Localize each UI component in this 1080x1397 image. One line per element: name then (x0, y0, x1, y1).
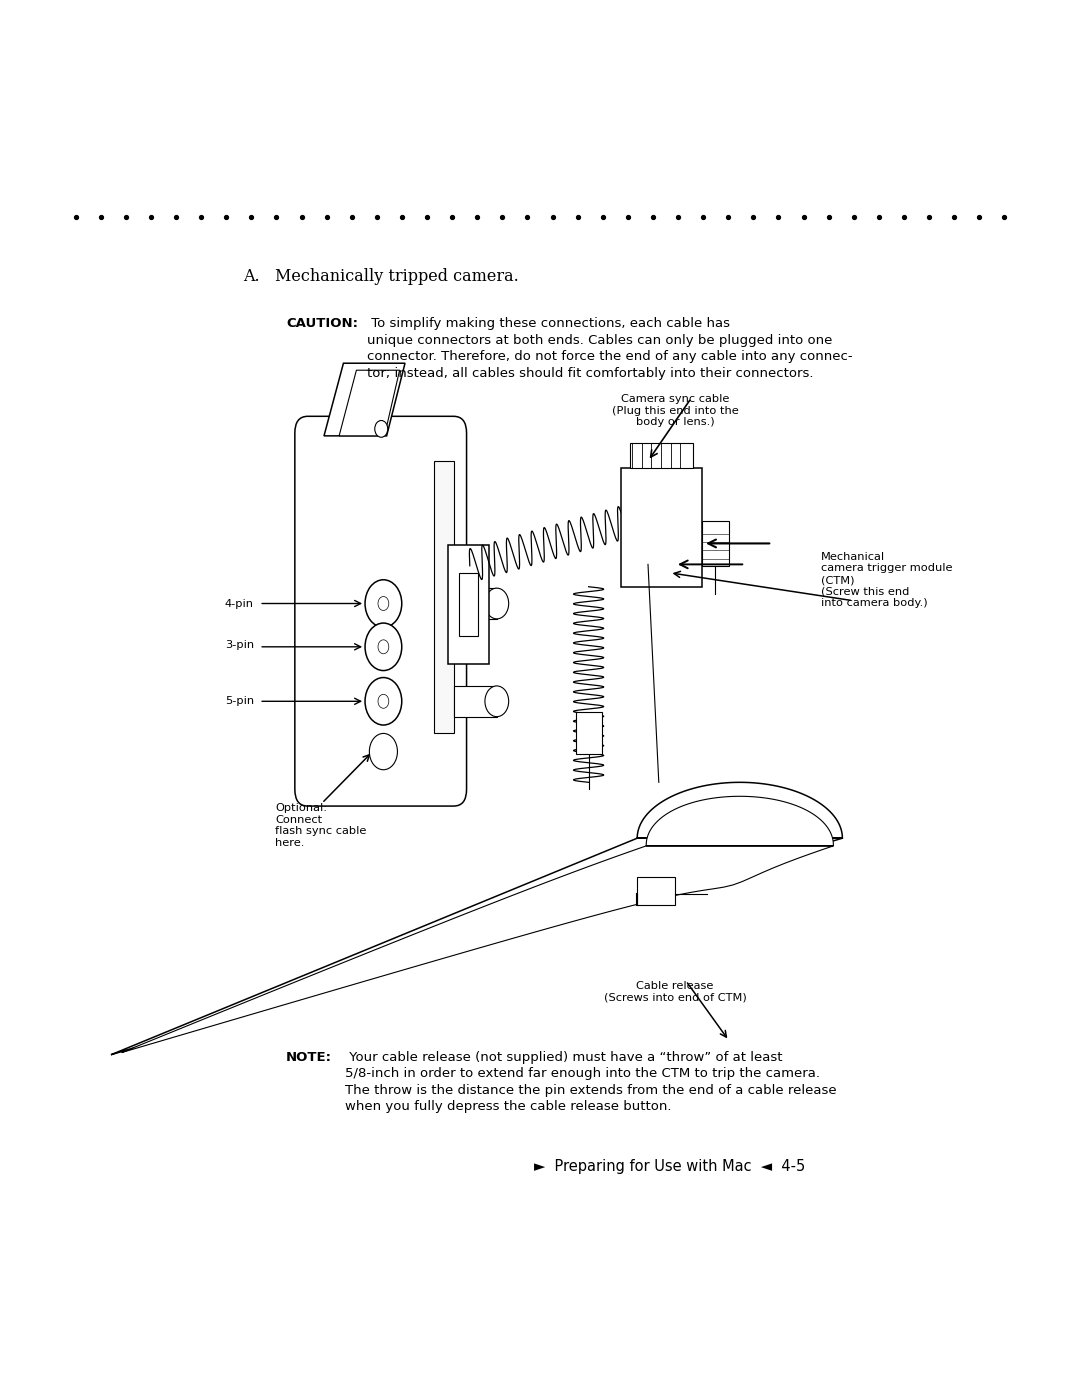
Bar (621, 468, 702, 587)
Text: CAUTION:: CAUTION: (286, 317, 359, 330)
Circle shape (485, 686, 509, 717)
Text: To simplify making these connections, each cable has
unique connectors at both e: To simplify making these connections, ea… (367, 317, 853, 380)
Bar (459, 573, 478, 636)
Text: Your cable release (not supplied) must have a “throw” of at least
5/8-inch in or: Your cable release (not supplied) must h… (345, 1051, 836, 1113)
Text: Mechanical
camera trigger module
(CTM)
(Screw this end
into camera body.): Mechanical camera trigger module (CTM) (… (821, 552, 953, 608)
Bar (448, 545, 489, 664)
Text: 4-pin: 4-pin (225, 598, 254, 609)
Text: Optional:
Connect
flash sync cable
here.: Optional: Connect flash sync cable here. (275, 803, 367, 848)
Circle shape (378, 694, 389, 708)
Text: 3-pin: 3-pin (225, 640, 254, 651)
Bar (454, 588, 497, 619)
Circle shape (365, 580, 402, 627)
Text: 5-pin: 5-pin (225, 696, 254, 707)
Circle shape (485, 588, 509, 619)
Circle shape (365, 678, 402, 725)
Polygon shape (324, 363, 405, 436)
Text: Camera sync cable
(Plug this end into the
body or lens.): Camera sync cable (Plug this end into th… (611, 394, 739, 427)
Polygon shape (111, 782, 842, 1055)
Text: A.   Mechanically tripped camera.: A. Mechanically tripped camera. (243, 268, 518, 285)
Text: ►  Preparing for Use with Mac  ◄  4-5: ► Preparing for Use with Mac ◄ 4-5 (534, 1160, 806, 1173)
Circle shape (365, 623, 402, 671)
Bar (637, 877, 675, 905)
Bar (434, 461, 454, 733)
Text: Cable release
(Screws into end of CTM): Cable release (Screws into end of CTM) (604, 981, 746, 1002)
Polygon shape (122, 796, 834, 1052)
Bar (454, 686, 497, 717)
Bar (576, 712, 602, 754)
Circle shape (375, 420, 388, 437)
Circle shape (378, 640, 389, 654)
FancyBboxPatch shape (295, 416, 467, 806)
Circle shape (378, 597, 389, 610)
Text: NOTE:: NOTE: (286, 1051, 333, 1063)
Bar (630, 443, 693, 468)
Bar (702, 521, 729, 566)
Circle shape (369, 733, 397, 770)
Polygon shape (339, 370, 400, 436)
